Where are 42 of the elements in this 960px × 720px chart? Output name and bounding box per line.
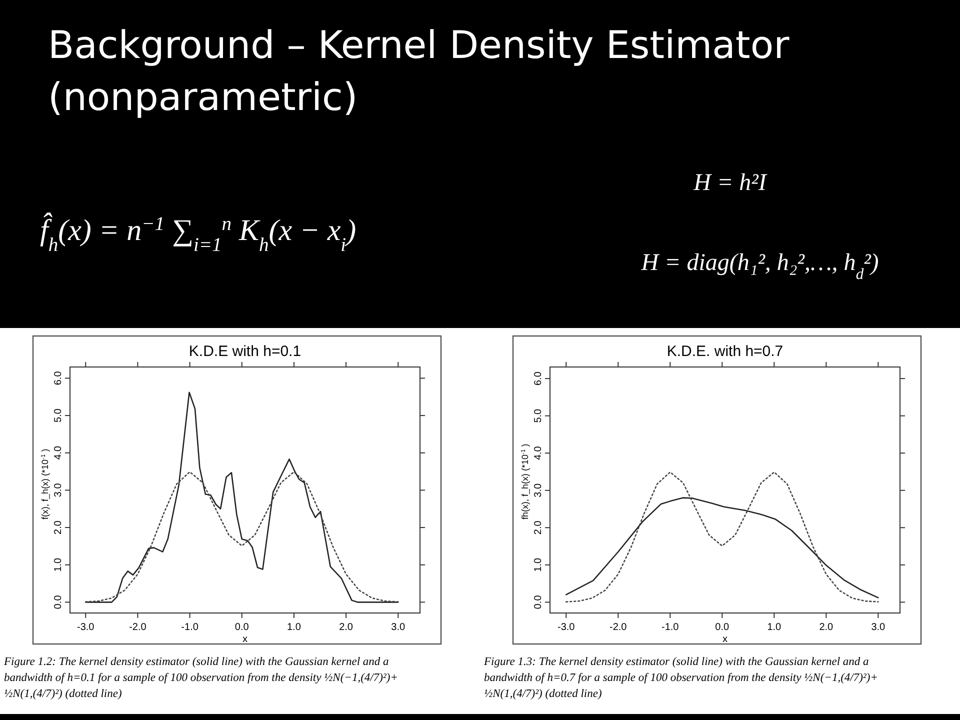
line-series: [84, 392, 399, 603]
x-tick-label: -2.0: [610, 622, 628, 633]
y-tick-label: 4.0: [53, 445, 64, 460]
y-tick-label: 0.0: [533, 594, 544, 610]
x-tick-label: 0.0: [715, 622, 730, 633]
x-tick-label: 3.0: [871, 622, 886, 633]
x-tick-label: -3.0: [558, 622, 576, 633]
line-series: [84, 471, 399, 602]
text: f̂$_{h}$(x) = n$^{−1}$ ∑$_{i=1}$$^{n}$ K$_{h}$(x − x$_{i}$): [40, 214, 356, 256]
x-tick-label: 1.0: [767, 622, 782, 633]
chart-title: K.D.E. with h=0.7: [666, 343, 784, 360]
x-tick-label: 2.0: [339, 622, 354, 633]
x-tick-label: 3.0: [391, 622, 406, 633]
x-tick-label: -1.0: [181, 622, 199, 633]
caption: Figure 1.2: The kernel density estimator (solid line) with the Gaussian kernel and a bandwidth of h=0.1 for a sample of 100 observation from the density ½N(−1,(4/7)²)+ ½N(1,(4/7)²) (dotted line): [3, 656, 398, 700]
y-tick-label: 5.0: [53, 408, 64, 422]
y-tick-label: 5.0: [533, 408, 544, 423]
y-tick-label: 4.0: [533, 446, 544, 460]
y-tick-label: 6.0: [53, 370, 64, 386]
x-tick-label: 1.0: [287, 622, 302, 633]
y-tick-label: 2.0: [533, 520, 544, 535]
x-tick-label: -1.0: [662, 622, 680, 633]
text: H = h²I: [692, 170, 768, 196]
y-tick-label: 2.0: [53, 520, 64, 534]
text: H = diag(h₁², h₂²,…, h$_{d}$²): [640, 250, 879, 282]
x-axis-title: x: [722, 634, 728, 645]
line-series: [565, 497, 879, 598]
y-tick-label: 6.0: [533, 371, 544, 386]
text: Background – Kernel Density Estimator (nonparametric): [48, 23, 790, 119]
line-series: [565, 471, 879, 602]
y-tick-label: 3.0: [533, 482, 544, 498]
y-tick-label: 0.0: [53, 594, 64, 610]
x-axis-title: x: [242, 634, 248, 645]
x-tick-label: -3.0: [77, 622, 95, 633]
x-tick-label: 0.0: [234, 622, 250, 633]
y-tick-label: 1.0: [533, 558, 544, 572]
y-tick-label: 1.0: [53, 557, 64, 572]
x-tick-label: 2.0: [819, 622, 834, 633]
caption: Figure 1.3: The kernel density estimator (solid line) with the Gaussian kernel and a bandwidth of h=0.7 for a sample of 100 observation from the density ½N(−1,(4/7)²)+ ½N(1,(4/7)²) (dotted line): [483, 656, 878, 700]
y-tick-label: 3.0: [53, 482, 64, 498]
x-tick-label: -2.0: [129, 622, 147, 633]
chart-title: K.D.E with h=0.1: [188, 343, 302, 360]
